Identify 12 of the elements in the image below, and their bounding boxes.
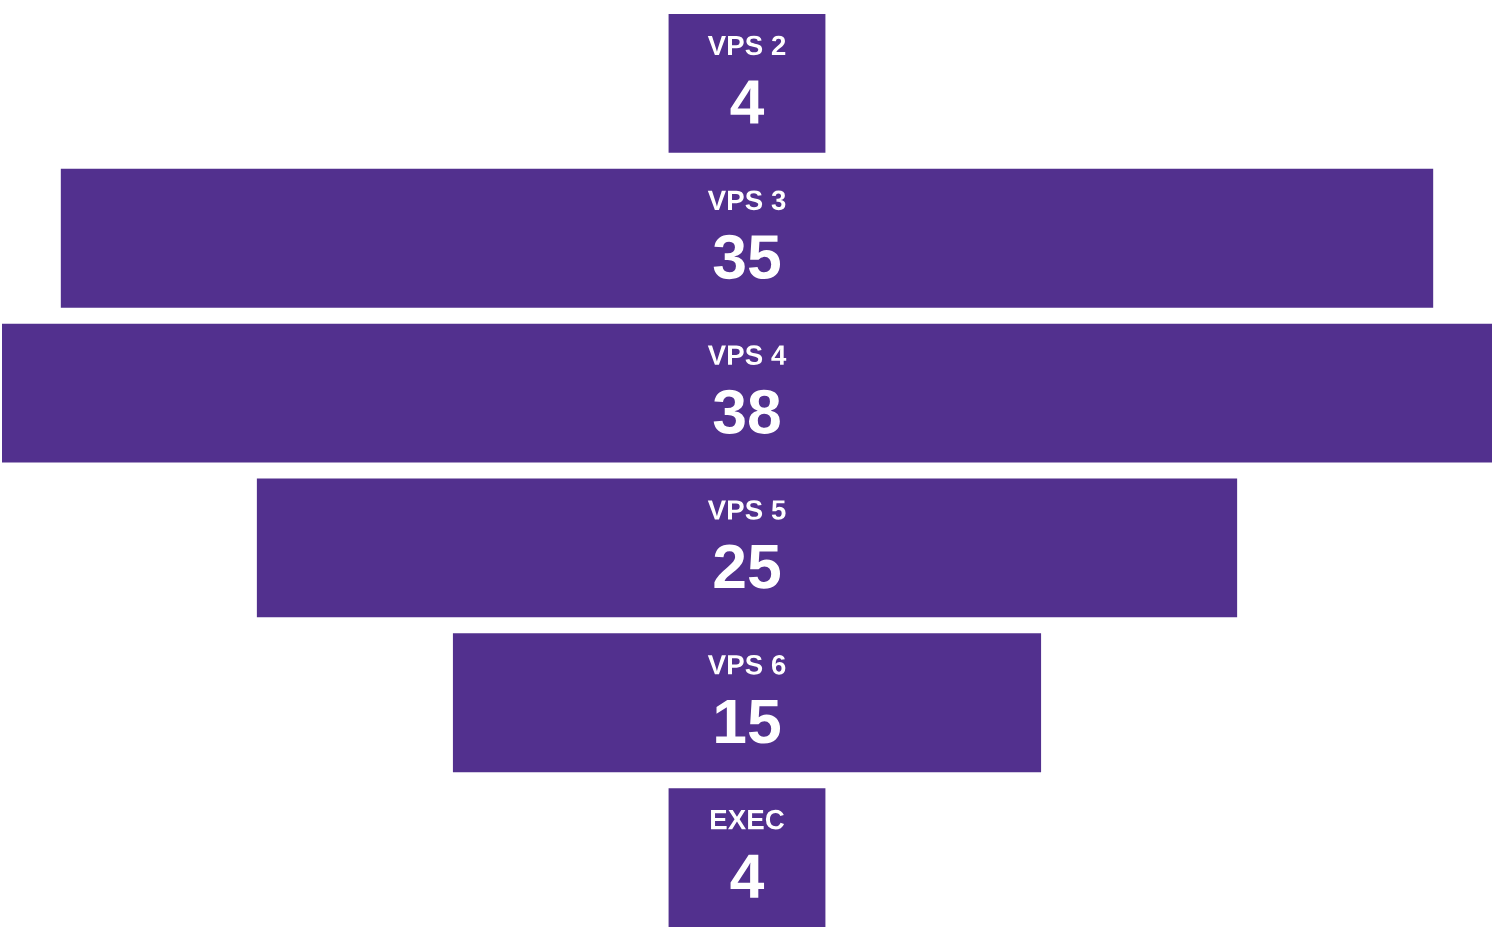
category-label: VPS 3 <box>707 190 786 211</box>
category-label: VPS 5 <box>707 500 786 520</box>
category-label: VPS 2 <box>707 35 786 56</box>
data-label: 4 <box>730 854 765 898</box>
data-label: 15 <box>716 699 781 744</box>
data-label: 25 <box>714 544 781 589</box>
category-label: VPS 4 <box>707 345 787 365</box>
category-label: EXEC <box>711 809 785 830</box>
data-label: 35 <box>713 234 781 280</box>
data-label: 4 <box>730 80 765 124</box>
data-label: 38 <box>713 389 780 434</box>
category-label: VPS 6 <box>707 654 786 675</box>
